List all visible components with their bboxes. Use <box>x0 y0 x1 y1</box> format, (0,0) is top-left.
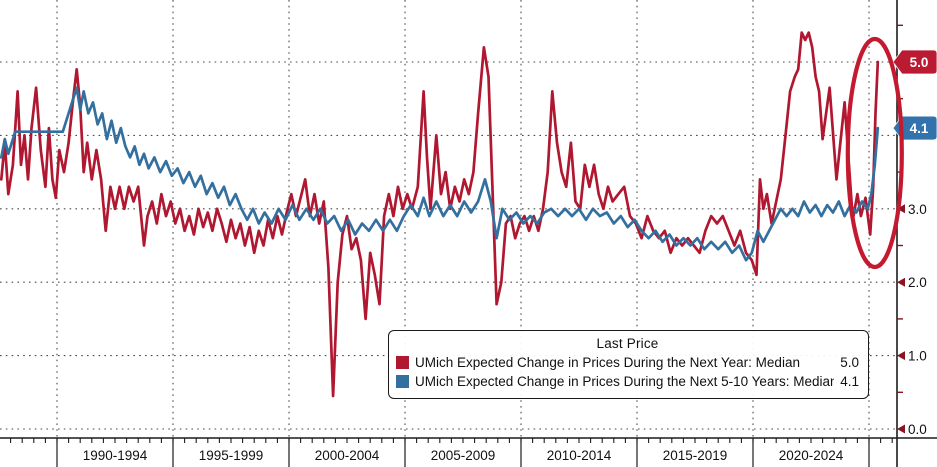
last-price-badges: 5.0 4.1 <box>892 49 937 141</box>
series-lines <box>0 31 880 398</box>
legend-row-5-10-years: UMich Expected Change in Prices During t… <box>396 372 859 391</box>
last-price-badge-value: 5.0 <box>910 55 929 70</box>
last-price-badge <box>892 49 937 75</box>
legend-swatch-next-year-icon <box>396 356 409 369</box>
legend-value-next-year: 5.0 <box>840 355 859 370</box>
y-tick-label: 3.0 <box>908 202 927 217</box>
highlight-ellipse-annotation <box>845 36 904 270</box>
x-axis-section-label: 2000-2004 <box>315 448 380 463</box>
legend-title: Last Price <box>596 336 659 351</box>
y-tick-arrow-icon <box>897 277 905 287</box>
legend-swatch-5-10-years-icon <box>396 375 409 388</box>
x-axis-section-label: 2020-2024 <box>779 448 844 463</box>
y-tick-arrow-icon <box>897 424 905 434</box>
legend-label-5-10-years: UMich Expected Change in Prices During t… <box>415 374 835 389</box>
legend-row-next-year: UMich Expected Change in Prices During t… <box>396 353 859 372</box>
y-tick-arrow-icon <box>897 351 905 361</box>
x-axis-section-label: 2005-2009 <box>431 448 496 463</box>
legend-box: Last Price UMich Expected Change in Pric… <box>388 330 869 399</box>
series-line-5-10-years <box>0 86 880 262</box>
legend-label-next-year: UMich Expected Change in Prices During t… <box>415 355 800 370</box>
y-tick-label: 0.0 <box>908 422 927 437</box>
legend-value-5-10-years: 4.1 <box>840 374 859 389</box>
y-tick-label: 1.0 <box>908 349 927 364</box>
annotations <box>845 36 904 270</box>
y-tick-label: 2.0 <box>908 275 927 290</box>
y-tick-arrow-icon <box>897 204 905 214</box>
x-axis-section-label: 1990-1994 <box>83 448 148 463</box>
last-price-badge-value: 4.1 <box>910 121 929 136</box>
series-line-next-year <box>0 31 880 398</box>
x-axis-section-label: 2015-2019 <box>663 448 728 463</box>
last-price-badge <box>892 115 937 141</box>
x-axis-section-label: 1995-1999 <box>199 448 264 463</box>
x-axis-section-label: 2010-2014 <box>547 448 612 463</box>
